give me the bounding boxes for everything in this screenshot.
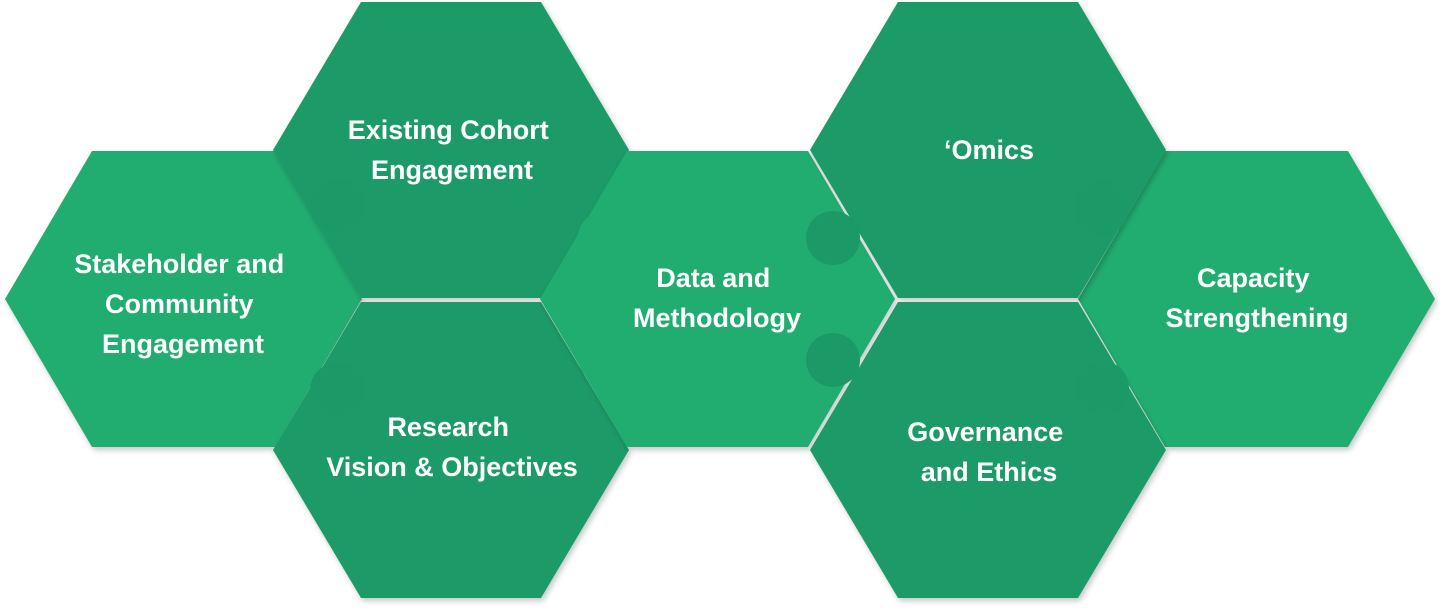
hex-data-shape [540, 151, 895, 447]
hex-omics-label: ‘Omics [944, 135, 1034, 165]
hex-omics-shape [810, 2, 1166, 298]
hex-label-line: ‘Omics [944, 135, 1034, 165]
hex-capacity-label: Capacity Strengthening [1166, 263, 1349, 333]
hex-label-line: and Ethics [921, 457, 1058, 487]
hex-label-line: Capacity [1197, 263, 1310, 293]
hex-label-line: Community [105, 289, 254, 319]
hex-cohort-shape [273, 2, 629, 298]
hex-label-line: Stakeholder and [74, 249, 284, 279]
puzzle-knob [806, 211, 860, 265]
hex-stakeholder-shape [5, 151, 362, 447]
puzzle-knob [310, 179, 364, 233]
puzzle-knob [578, 330, 632, 384]
hex-cohort-label: Existing Cohort Engagement [348, 115, 557, 185]
hex-label-line: Data and [656, 263, 770, 293]
hex-data: Data and Methodology [540, 151, 895, 447]
hex-stakeholder: Stakeholder and Community Engagement [5, 151, 362, 447]
hex-label-line: Research [387, 412, 509, 442]
hex-research-shape [273, 302, 629, 598]
hex-label-line: Existing Cohort [348, 115, 549, 145]
puzzle-knob [310, 363, 364, 417]
hex-governance-label: Governance and Ethics [907, 417, 1071, 487]
hex-capacity: Capacity Strengthening [1078, 151, 1435, 447]
hex-label-line: Engagement [102, 329, 264, 359]
hex-governance-shape [810, 302, 1166, 598]
hex-omics: ‘Omics [806, 2, 1166, 298]
hex-governance: Governance and Ethics [806, 302, 1166, 598]
hex-research: Research Vision & Objectives [273, 302, 629, 598]
hex-label-line: Strengthening [1166, 303, 1349, 333]
puzzle-knob [806, 333, 860, 387]
hex-research-label: Research Vision & Objectives [326, 412, 578, 482]
hex-label-line: Vision & Objectives [326, 452, 578, 482]
hex-capacity-shape [1078, 151, 1435, 447]
puzzle-knob [1075, 181, 1129, 235]
puzzle-knob [578, 211, 632, 265]
hex-cohort: Existing Cohort Engagement [273, 2, 629, 298]
hex-label-line: Engagement [371, 155, 533, 185]
hex-stakeholder-label: Stakeholder and Community Engagement [74, 249, 292, 359]
hex-label-line: Methodology [633, 303, 801, 333]
puzzle-knob [1075, 361, 1129, 415]
hex-data-label: Data and Methodology [633, 263, 801, 333]
hex-label-line: Governance [907, 417, 1063, 447]
